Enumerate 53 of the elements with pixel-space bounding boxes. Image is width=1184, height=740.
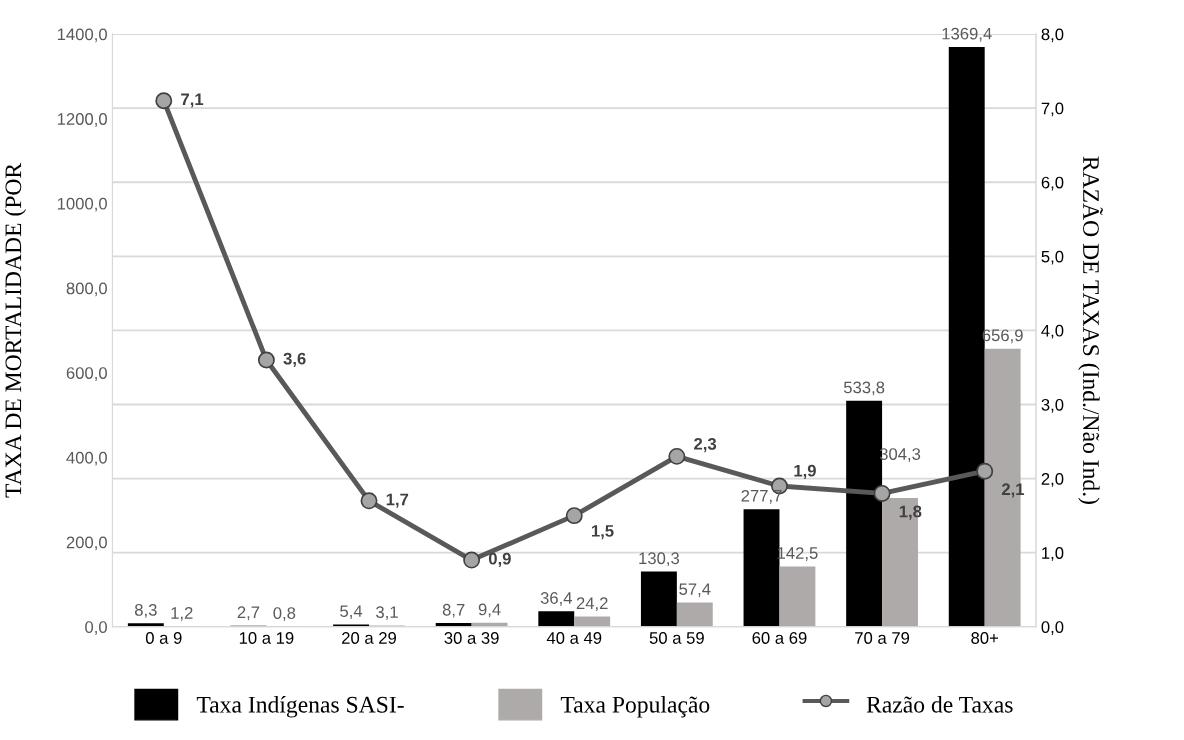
data-label: 533,8 [843, 381, 885, 396]
y2-tick-label: 1,0 [1042, 547, 1064, 561]
y2-axis-title: RAZÃO DE TAXAS (Ind./Não Ind.) [1078, 156, 1103, 504]
data-label: 1,9 [794, 464, 816, 480]
y2-tick-label: 7,0 [1041, 102, 1064, 117]
x-tick-label: 80+ [971, 632, 999, 644]
data-label: 24,2 [576, 597, 608, 612]
y2-tick-label: 0,0 [1041, 621, 1064, 635]
y-tick-label: 0,0 [85, 621, 107, 635]
y2-tick-label: 6,0 [1041, 176, 1064, 191]
data-label: 0,8 [273, 607, 296, 621]
y-axis-title: TAXA DE MORTALIDADE (POR [4, 162, 27, 498]
data-label: 1,5 [591, 525, 614, 540]
x-tick-label: 70 a 79 [855, 632, 910, 644]
data-label: 8,3 [134, 604, 157, 618]
y-tick-label: 600,0 [66, 367, 107, 381]
data-label: 8,7 [442, 603, 465, 618]
data-label: 36,4 [540, 592, 573, 606]
data-label: 7,1 [181, 93, 204, 108]
data-label: 130,3 [639, 552, 680, 567]
x-tick-label: 60 a 69 [752, 632, 807, 644]
x-tick-label: 10 a 19 [239, 632, 294, 644]
x-tick-label: 40 a 49 [546, 632, 602, 644]
data-label: 1369,4 [942, 27, 992, 42]
legend-label: Taxa Indígenas SASI- [196, 696, 404, 718]
data-label: 3,6 [283, 352, 306, 367]
data-label: 3,1 [376, 606, 398, 620]
y2-tick-label: 3,0 [1041, 398, 1064, 413]
x-tick-label: 20 a 29 [342, 632, 397, 644]
legend-label: Razão de Taxas [866, 696, 1013, 713]
data-label: 1,7 [386, 493, 409, 508]
data-label: 57,4 [679, 583, 711, 597]
y2-tick-label: 5,0 [1041, 250, 1064, 265]
data-label: 2,3 [694, 437, 717, 453]
y-tick-label: 1000,0 [57, 197, 107, 212]
x-tick-label: 30 a 39 [444, 632, 499, 644]
data-label: 277,7 [741, 489, 782, 504]
x-tick-label: 0 a 9 [145, 632, 182, 644]
y-tick-label: 400,0 [66, 451, 107, 466]
x-tick-label: 50 a 59 [649, 632, 704, 644]
y2-tick-label: 2,0 [1041, 473, 1064, 487]
data-label: 0,9 [488, 552, 511, 567]
y2-tick-label: 8,0 [1041, 28, 1064, 43]
legend-label: Taxa População [560, 696, 710, 718]
y-tick-label: 1400,0 [57, 28, 107, 43]
y-tick-label: 200,0 [66, 536, 107, 551]
data-label: 5,4 [340, 605, 363, 619]
data-label: 1,2 [171, 607, 193, 621]
y2-tick-label: 4,0 [1041, 324, 1064, 339]
data-label: 9,4 [478, 603, 501, 618]
y-tick-label: 1200,0 [57, 113, 107, 127]
data-label: 2,7 [237, 606, 260, 621]
y-tick-label: 800,0 [66, 282, 107, 297]
